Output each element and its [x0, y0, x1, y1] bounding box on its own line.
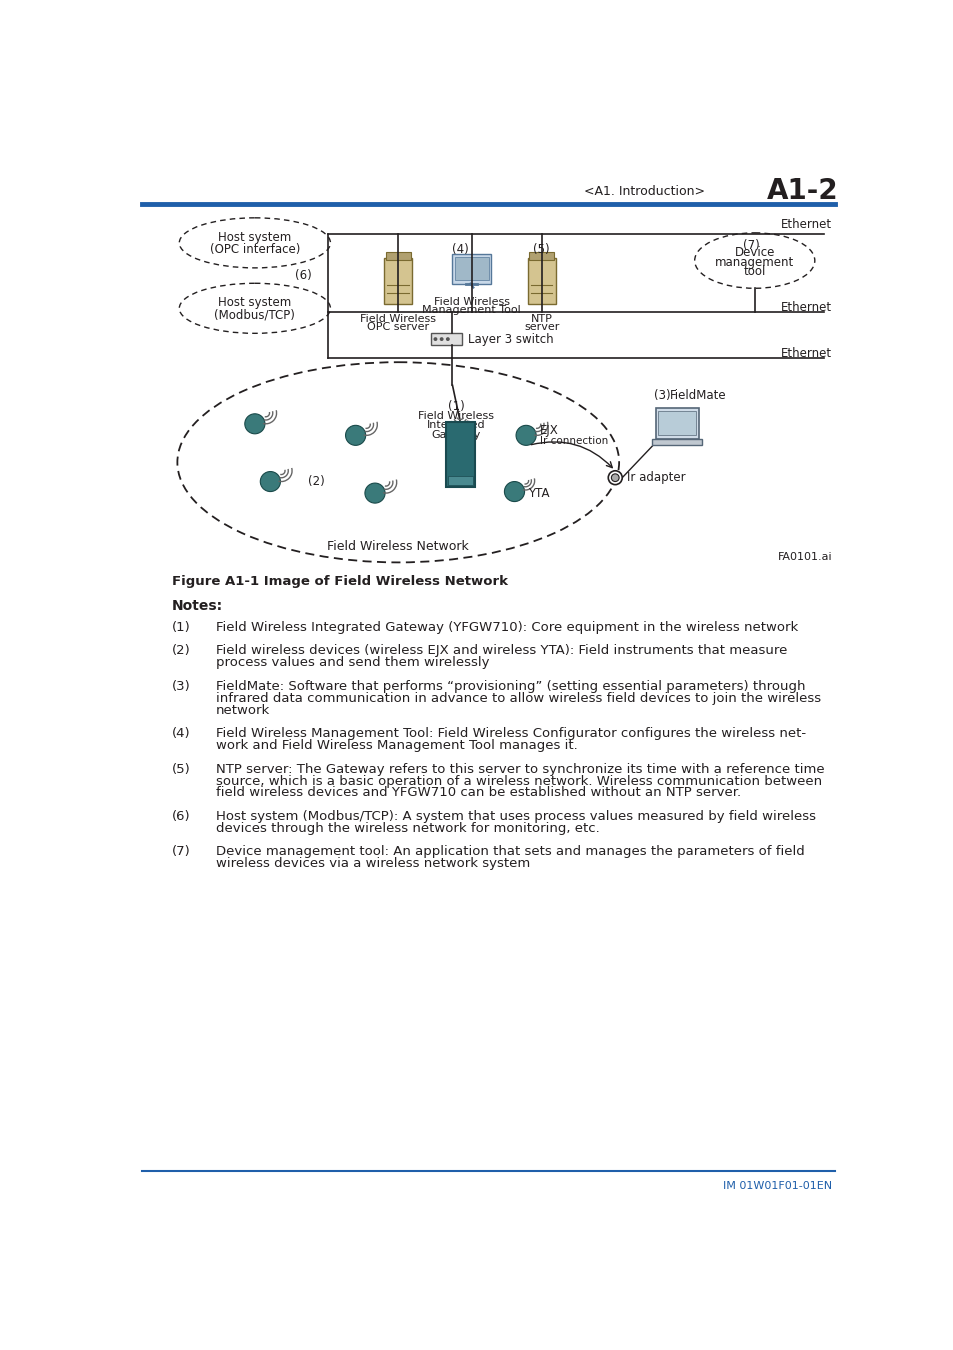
Circle shape: [516, 425, 536, 446]
Circle shape: [260, 471, 280, 491]
Text: (5): (5): [172, 763, 191, 776]
Text: (4): (4): [172, 728, 191, 740]
Text: (3): (3): [172, 680, 191, 693]
Text: Host system: Host system: [218, 297, 292, 309]
Text: (7): (7): [742, 239, 760, 251]
Text: (6): (6): [172, 810, 191, 824]
Text: A1-2: A1-2: [766, 177, 838, 205]
Text: Ir adapter: Ir adapter: [626, 471, 685, 485]
Text: process values and send them wirelessly: process values and send them wirelessly: [216, 656, 489, 670]
Text: Management Tool: Management Tool: [422, 305, 520, 315]
Text: Ethernet: Ethernet: [781, 301, 831, 313]
Text: tool: tool: [742, 265, 765, 278]
Circle shape: [445, 338, 449, 342]
Text: Ethernet: Ethernet: [781, 347, 831, 360]
FancyBboxPatch shape: [431, 333, 461, 346]
Text: Device management tool: An application that sets and manages the parameters of f: Device management tool: An application t…: [216, 845, 804, 859]
FancyBboxPatch shape: [652, 439, 701, 446]
Text: (OPC interface): (OPC interface): [210, 243, 300, 256]
Text: (6): (6): [294, 270, 311, 282]
FancyBboxPatch shape: [656, 409, 698, 439]
Text: Gateway: Gateway: [432, 429, 480, 440]
Ellipse shape: [177, 362, 618, 563]
Text: devices through the wireless network for monitoring, etc.: devices through the wireless network for…: [216, 822, 599, 834]
Text: (1): (1): [172, 621, 191, 634]
Circle shape: [439, 338, 443, 342]
Text: (7): (7): [172, 845, 191, 859]
Text: Field Wireless Integrated Gateway (YFGW710): Core equipment in the wireless netw: Field Wireless Integrated Gateway (YFGW7…: [216, 621, 798, 634]
FancyBboxPatch shape: [529, 252, 554, 259]
Text: FieldMate: FieldMate: [669, 389, 725, 402]
Text: NTP: NTP: [530, 313, 552, 324]
Text: <A1. Introduction>: <A1. Introduction>: [583, 185, 704, 197]
Text: (5): (5): [533, 243, 549, 255]
Text: management: management: [715, 255, 794, 269]
FancyBboxPatch shape: [445, 421, 475, 487]
Text: OPC server: OPC server: [367, 323, 429, 332]
Text: wireless devices via a wireless network system: wireless devices via a wireless network …: [216, 857, 530, 871]
Text: Host system (Modbus/TCP): A system that uses process values measured by field wi: Host system (Modbus/TCP): A system that …: [216, 810, 815, 824]
Circle shape: [608, 471, 621, 485]
Circle shape: [433, 338, 436, 342]
Text: Field Wireless Network: Field Wireless Network: [327, 540, 469, 553]
Text: Ir connection: Ir connection: [539, 436, 608, 446]
Text: NTP server: The Gateway refers to this server to synchronize its time with a ref: NTP server: The Gateway refers to this s…: [216, 763, 824, 776]
Circle shape: [245, 414, 265, 433]
FancyBboxPatch shape: [385, 252, 410, 259]
Circle shape: [504, 482, 524, 502]
Text: Field Wireless: Field Wireless: [360, 313, 436, 324]
Text: Notes:: Notes:: [172, 599, 223, 613]
Text: Integrated: Integrated: [427, 420, 485, 431]
FancyBboxPatch shape: [658, 410, 696, 435]
Text: work and Field Wireless Management Tool manages it.: work and Field Wireless Management Tool …: [216, 738, 578, 752]
Text: Field Wireless: Field Wireless: [418, 412, 494, 421]
Text: network: network: [216, 703, 270, 717]
Text: source, which is a basic operation of a wireless network. Wireless communication: source, which is a basic operation of a …: [216, 775, 821, 787]
Text: EJX: EJX: [539, 424, 558, 437]
FancyBboxPatch shape: [527, 258, 555, 305]
FancyBboxPatch shape: [384, 258, 412, 305]
Text: (Modbus/TCP): (Modbus/TCP): [214, 309, 295, 321]
Text: field wireless devices and YFGW710 can be established without an NTP server.: field wireless devices and YFGW710 can b…: [216, 787, 740, 799]
Text: Field Wireless: Field Wireless: [434, 297, 509, 306]
Text: server: server: [523, 323, 558, 332]
Text: Figure A1-1 Image of Field Wireless Network: Figure A1-1 Image of Field Wireless Netw…: [172, 575, 507, 589]
Text: Ethernet: Ethernet: [781, 219, 831, 231]
Text: Layer 3 switch: Layer 3 switch: [468, 333, 553, 347]
Text: (3): (3): [654, 389, 670, 402]
Text: Device: Device: [734, 246, 774, 259]
Circle shape: [365, 483, 385, 504]
FancyBboxPatch shape: [452, 254, 491, 284]
Text: Host system: Host system: [218, 231, 292, 244]
Text: FieldMate: Software that performs “provisioning” (setting essential parameters) : FieldMate: Software that performs “provi…: [216, 680, 804, 693]
Circle shape: [345, 425, 365, 446]
Text: (2): (2): [308, 475, 325, 489]
Text: IM 01W01F01-01EN: IM 01W01F01-01EN: [722, 1181, 831, 1191]
Text: FA0101.ai: FA0101.ai: [777, 552, 831, 562]
FancyBboxPatch shape: [447, 475, 472, 485]
Text: Field wireless devices (wireless EJX and wireless YTA): Field instruments that m: Field wireless devices (wireless EJX and…: [216, 644, 786, 657]
Circle shape: [611, 474, 618, 482]
Text: YTA: YTA: [528, 486, 549, 500]
Text: (2): (2): [172, 644, 191, 657]
Text: (4): (4): [452, 243, 468, 255]
Text: (1): (1): [448, 401, 464, 413]
Text: infrared data communication in advance to allow wireless field devices to join t: infrared data communication in advance t…: [216, 691, 821, 705]
FancyBboxPatch shape: [455, 256, 488, 279]
Text: Field Wireless Management Tool: Field Wireless Configurator configures the wirel: Field Wireless Management Tool: Field Wi…: [216, 728, 805, 740]
